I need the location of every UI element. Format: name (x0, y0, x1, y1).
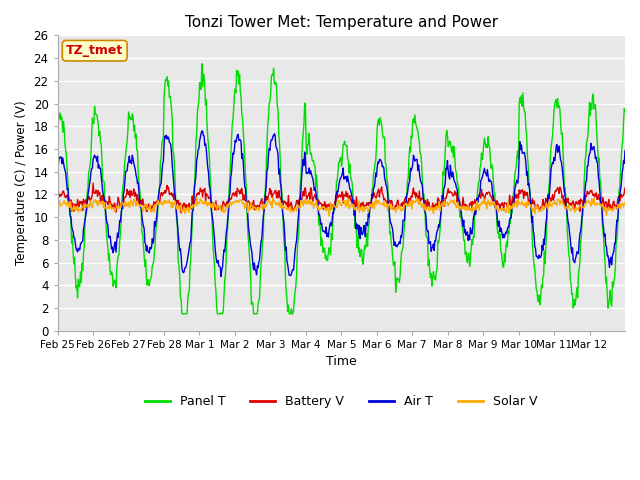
Battery V (401, 195, 409, 201)
Solar V (433, 207, 441, 213)
Battery V (54, 192, 61, 198)
Panel T (226, 173, 234, 179)
Air T (276, 166, 284, 172)
Solar V (253, 205, 261, 211)
Line: Panel T: Panel T (58, 64, 625, 314)
Solar V (193, 195, 200, 201)
Air T (254, 265, 262, 271)
Battery V (621, 185, 629, 191)
Air T (433, 228, 441, 234)
Y-axis label: Temperature (C) / Power (V): Temperature (C) / Power (V) (15, 101, 28, 265)
Battery V (276, 193, 284, 199)
Solar V (54, 202, 61, 208)
Panel T (198, 61, 205, 67)
Legend: Panel T, Battery V, Air T, Solar V: Panel T, Battery V, Air T, Solar V (140, 390, 543, 413)
Panel T (54, 113, 61, 119)
Panel T (178, 311, 186, 317)
Panel T (621, 108, 629, 114)
Battery V (433, 204, 441, 209)
Solar V (225, 202, 233, 207)
Air T (120, 188, 128, 193)
Title: Tonzi Tower Met: Temperature and Power: Tonzi Tower Met: Temperature and Power (185, 15, 498, 30)
Solar V (275, 200, 283, 206)
Battery V (226, 195, 234, 201)
Air T (217, 274, 225, 279)
Battery V (89, 180, 97, 186)
Air T (621, 148, 629, 154)
Panel T (120, 169, 128, 175)
Panel T (276, 141, 284, 146)
Battery V (254, 204, 262, 209)
Line: Air T: Air T (58, 131, 625, 276)
Air T (199, 128, 207, 134)
Air T (401, 203, 409, 208)
Text: TZ_tmet: TZ_tmet (66, 44, 124, 57)
Solar V (120, 201, 128, 207)
Solar V (621, 200, 629, 205)
Solar V (325, 213, 333, 219)
Battery V (121, 194, 129, 200)
Battery V (177, 210, 185, 216)
Solar V (401, 202, 409, 208)
Line: Battery V: Battery V (58, 183, 625, 213)
Air T (54, 163, 61, 168)
X-axis label: Time: Time (326, 355, 356, 369)
Air T (226, 191, 234, 196)
Panel T (401, 207, 409, 213)
Line: Solar V: Solar V (58, 198, 625, 216)
Panel T (254, 301, 262, 307)
Panel T (433, 265, 441, 271)
